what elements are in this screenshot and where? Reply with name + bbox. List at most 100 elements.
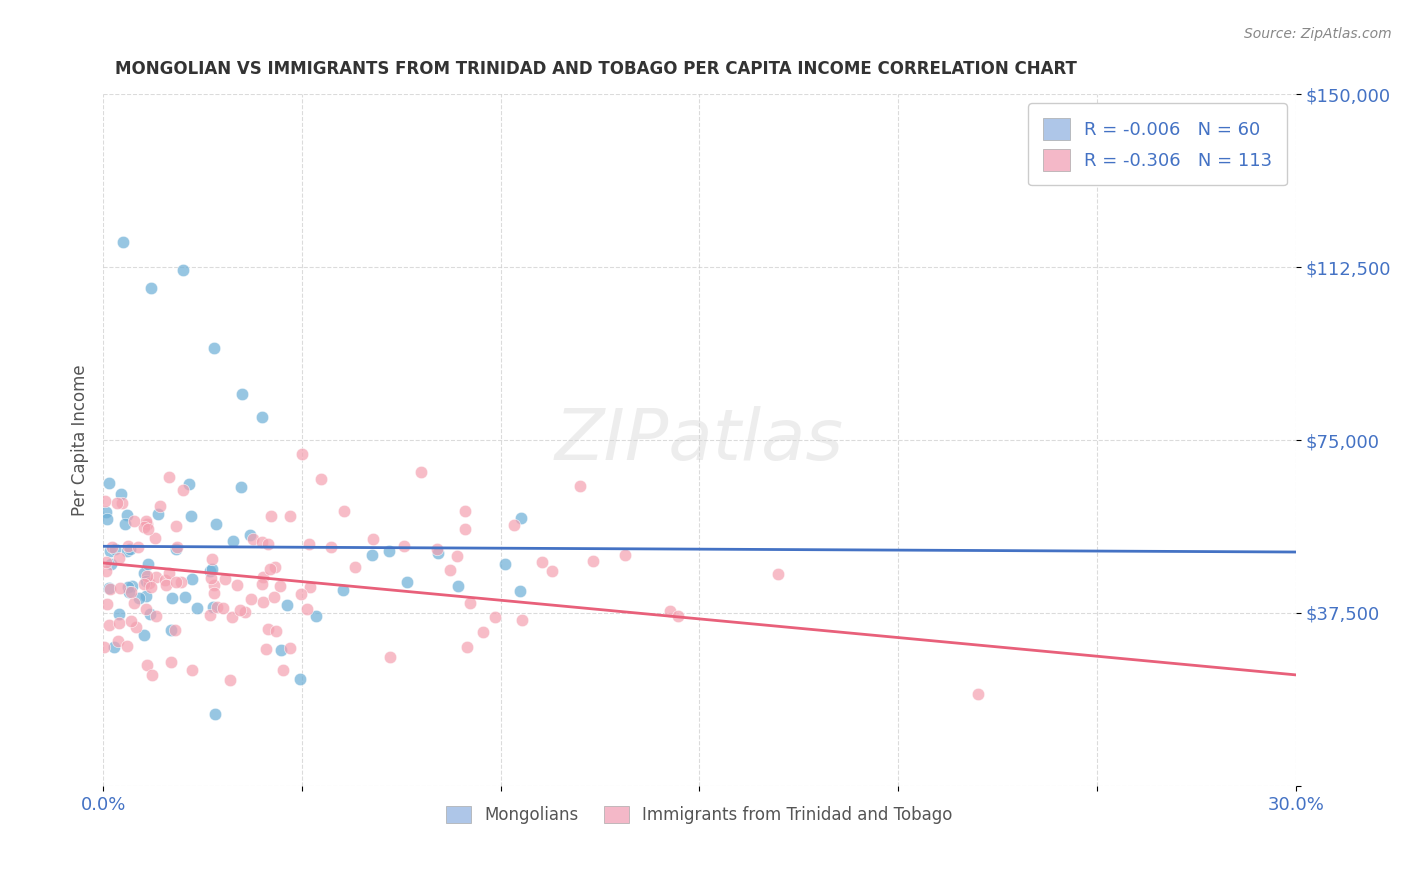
Point [290,586,312,600]
Point [98,582,121,597]
Point [146,507,169,521]
Point [157,566,180,580]
Point [439,563,461,577]
Point [233,605,256,619]
Point [186,601,208,615]
Point [447,579,470,593]
Point [257,622,280,636]
Point [127,540,149,554]
Point [93,494,115,508]
Point [581,554,603,568]
Point [266,624,288,638]
Point [202,585,225,599]
Point [201,551,224,566]
Point [231,387,253,401]
Point [110,487,132,501]
Point [108,582,131,596]
Point [321,541,343,555]
Point [104,542,127,557]
Point [311,472,333,486]
Point [221,533,243,548]
Point [139,580,162,594]
Point [411,466,433,480]
Point [136,657,159,672]
Point [392,539,415,553]
Point [250,410,273,425]
Point [766,566,789,581]
Point [143,532,166,546]
Point [259,562,281,576]
Point [122,596,145,610]
Point [138,576,160,591]
Point [170,574,193,589]
Point [165,519,187,533]
Point [271,663,294,677]
Point [614,548,637,562]
Point [569,479,592,493]
Point [659,604,682,618]
Point [172,262,194,277]
Point [509,583,531,598]
Point [111,495,134,509]
Point [136,557,159,571]
Point [162,591,184,605]
Point [299,580,322,594]
Point [160,655,183,669]
Point [202,578,225,592]
Point [212,601,235,615]
Point [360,548,382,562]
Point [270,643,292,657]
Point [218,673,240,687]
Point [240,591,263,606]
Point [153,573,176,587]
Point [117,539,139,553]
Point [103,640,125,655]
Point [135,574,157,589]
Point [225,578,247,592]
Point [290,672,312,686]
Point [107,616,129,631]
Point [107,633,129,648]
Point [510,510,533,524]
Text: MONGOLIAN VS IMMIGRANTS FROM TRINIDAD AND TOBAGO PER CAPITA INCOME CORRELATION C: MONGOLIAN VS IMMIGRANTS FROM TRINIDAD AN… [115,60,1077,78]
Point [198,608,221,623]
Point [100,558,122,572]
Point [145,570,167,584]
Point [94,564,117,578]
Point [250,577,273,591]
Point [198,564,221,578]
Point [214,573,236,587]
Point [115,639,138,653]
Point [200,571,222,585]
Text: Source: ZipAtlas.com: Source: ZipAtlas.com [1244,27,1392,41]
Point [94,555,117,569]
Point [333,504,356,518]
Point [510,613,533,627]
Point [204,707,226,722]
Point [363,533,385,547]
Point [229,603,252,617]
Point [118,585,141,599]
Point [134,566,156,581]
Y-axis label: Per Capita Income: Per Capita Income [72,364,89,516]
Point [291,447,314,461]
Point [163,624,186,638]
Point [207,599,229,614]
Point [114,516,136,531]
Point [252,535,274,549]
Point [276,598,298,612]
Point [456,640,478,654]
Point [97,475,120,490]
Point [135,602,157,616]
Point [494,557,516,571]
Point [252,570,274,584]
Point [149,500,172,514]
Point [120,615,142,629]
Point [117,580,139,594]
Point [159,470,181,484]
Point [141,668,163,682]
Point [378,544,401,558]
Point [120,585,142,599]
Point [257,537,280,551]
Point [179,477,201,491]
